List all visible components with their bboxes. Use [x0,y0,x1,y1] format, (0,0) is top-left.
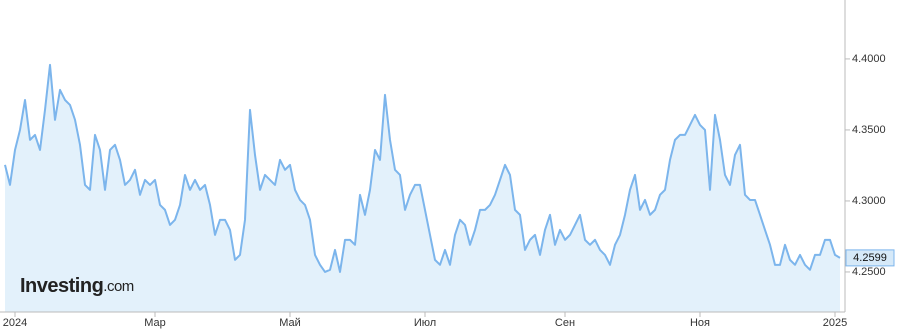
area [5,64,840,313]
line [4,63,841,273]
watermark: Investing.com [20,275,134,297]
watermark-brand: Investing [20,275,103,297]
x-tick-label: 2025 [823,317,847,329]
x-tick-label: 2024 [3,317,27,329]
y-tick-label: 4.3500 [852,124,886,136]
x-tick-label: Май [279,317,301,329]
x-tick-label: Июл [414,317,436,329]
y-tick-label: 4.3000 [852,195,886,207]
y-tick-label: 4.2500 [852,266,886,278]
y-tick-label: 4.4000 [852,53,886,65]
last-value-box [845,249,895,267]
last-value-label: 4.2599 [853,252,887,264]
x-tick-label: Сен [555,317,575,329]
watermark-suffix: .com [103,278,134,295]
x-tick-label: Ноя [690,317,710,329]
x-tick-label: Мар [144,317,166,329]
